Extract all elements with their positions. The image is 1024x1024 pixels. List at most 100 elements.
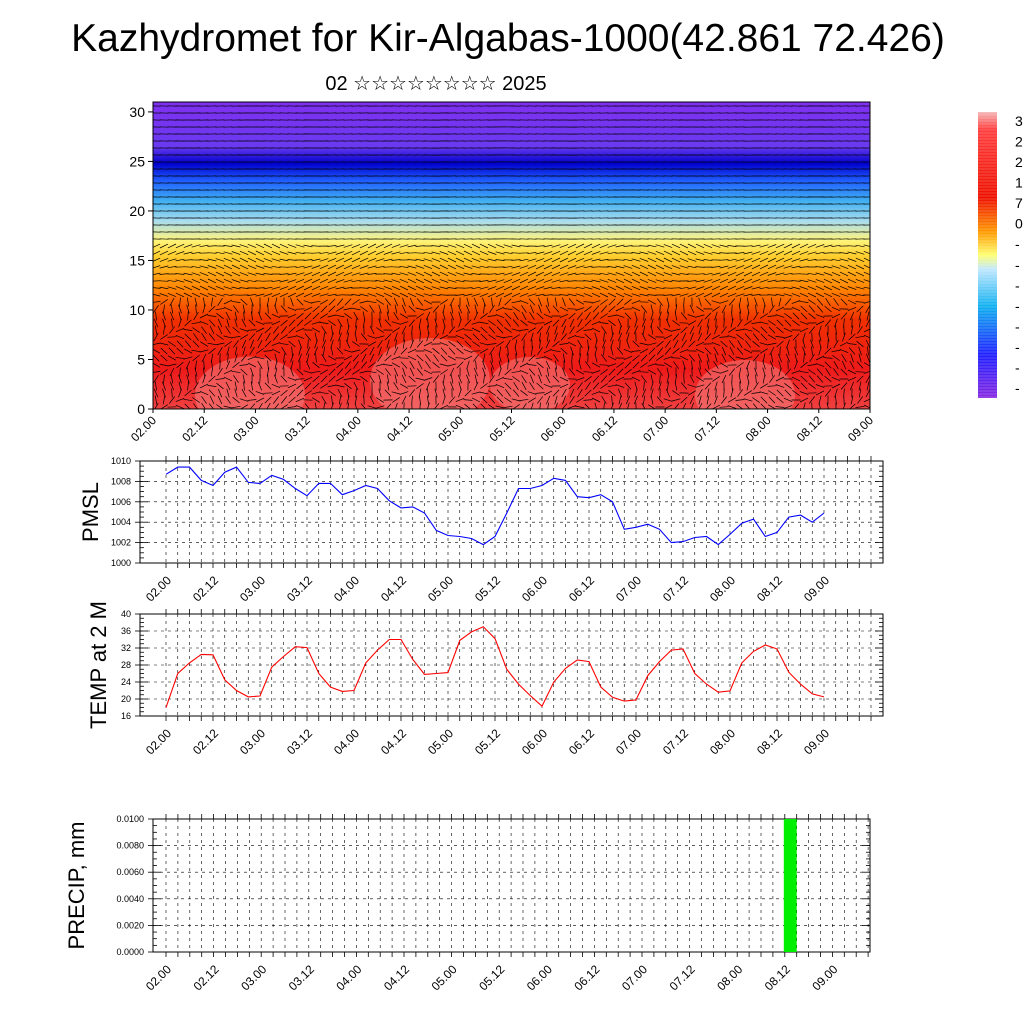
y-axis-title: PMSL	[78, 482, 103, 542]
colorbar-label: 2	[1015, 134, 1023, 150]
x-tick-label: 07.12	[691, 413, 722, 444]
hot-spot	[370, 338, 490, 409]
x-tick-label: 05.12	[476, 962, 507, 993]
x-tick-label: 08.12	[754, 573, 785, 604]
y-tick-label: 24	[121, 677, 131, 687]
panel-minor-ticks	[135, 456, 883, 568]
x-tick-label: 03.12	[284, 726, 315, 757]
x-tick-label: 08.12	[794, 413, 825, 444]
x-tick-label: 08.00	[714, 962, 745, 993]
x-tick-label: 08.12	[754, 726, 785, 757]
x-tick-label: 02.00	[128, 413, 159, 444]
x-tick-label: 03.12	[284, 573, 315, 604]
y-tick-label: 36	[121, 626, 131, 636]
colorbar-label: -	[1015, 380, 1020, 396]
x-tick-label: 09.00	[845, 413, 876, 444]
x-tick-label: 06.12	[571, 962, 602, 993]
y-tick-label: 28	[121, 660, 131, 670]
panel-y-axis: 0.0000 0.0020 0.0040 0.0060 0.0080 0.0100	[116, 814, 144, 957]
colorbar-label: -	[1015, 359, 1020, 375]
y-axis-title: TEMP at 2 M	[86, 601, 111, 729]
x-tick-label: 05.00	[429, 962, 460, 993]
panel-minor-ticks	[135, 609, 883, 721]
x-tick-label: 08.00	[743, 413, 774, 444]
y-tick-label: 20	[121, 694, 131, 704]
x-tick-label: 05.00	[425, 726, 456, 757]
y-tick-label: 1000	[111, 558, 131, 568]
x-tick-label: 04.00	[331, 726, 362, 757]
y-tick-label: 1002	[111, 538, 131, 548]
precip-bar	[783, 819, 797, 952]
colorbar-label: 0	[1015, 216, 1023, 232]
x-tick-label: 06.00	[519, 726, 550, 757]
panel-grid	[140, 614, 883, 716]
y-tick-label: 30	[129, 104, 145, 120]
x-tick-label: 05.12	[472, 573, 503, 604]
x-tick-label: 03.12	[282, 413, 313, 444]
colorbar-label: 1	[1015, 175, 1023, 191]
hot-spot	[195, 356, 305, 409]
y-tick-label: 1008	[111, 476, 131, 486]
x-tick-label: 07.00	[619, 962, 650, 993]
colorbar-label: -	[1015, 298, 1020, 314]
x-tick-label: 07.00	[640, 413, 671, 444]
y-tick-label: 20	[129, 203, 145, 219]
x-tick-label: 03.00	[230, 413, 261, 444]
hot-spot	[695, 360, 795, 409]
colorbar-label: -	[1015, 318, 1020, 334]
colorbar: 3 2 2 1 7 0 - - - - - - - -	[978, 111, 1023, 398]
x-tick-label: 06.00	[524, 962, 555, 993]
panel-y-axis: 16 20 24 28 32 36 40	[121, 609, 131, 721]
y-tick-label: 10	[129, 302, 145, 318]
y-tick-label: 15	[129, 252, 145, 268]
x-tick-label: 04.00	[333, 962, 364, 993]
wind-vector-lines	[153, 105, 870, 409]
wind-temperature-panel: 0 5 10 15 20 25 30 02.00 02.12 03.00 03.12 04.00 04.…	[128, 101, 876, 444]
y-tick-label: 32	[121, 643, 131, 653]
colorbar-label: -	[1015, 339, 1020, 355]
x-tick-label: 03.00	[237, 726, 268, 757]
temperature-field	[153, 102, 870, 409]
x-tick-label: 09.00	[801, 573, 832, 604]
temp-line	[165, 626, 825, 708]
y-tick-label: 0.0100	[116, 814, 144, 824]
x-tick-label: 02.12	[190, 573, 221, 604]
y-tick-label: 0.0020	[116, 920, 144, 930]
x-tick-label: 02.12	[179, 413, 210, 444]
colorbar-bins	[978, 111, 997, 398]
hot-spot	[490, 357, 570, 409]
x-tick-label: 06.12	[566, 573, 597, 604]
y-axis-title: PRECIP, mm	[64, 822, 89, 950]
y-tick-label: 40	[121, 609, 131, 619]
x-tick-label: 07.12	[667, 962, 698, 993]
x-tick-label: 04.00	[333, 413, 364, 444]
x-tick-label: 02.00	[143, 962, 174, 993]
panel-y-axis: 1000 1002 1004 1006 1008 1010	[111, 456, 131, 568]
x-tick-label: 03.00	[237, 573, 268, 604]
x-tick-label: 06.12	[589, 413, 620, 444]
x-tick-label: 06.00	[538, 413, 569, 444]
x-tick-label: 02.00	[143, 573, 174, 604]
panel-x-axis: 02.00 02.12 03.00 03.12 04.00 04.12 05.00 05.12…	[143, 573, 832, 604]
x-tick-label: 07.00	[613, 726, 644, 757]
x-tick-label: 04.12	[381, 962, 412, 993]
y-tick-label: 25	[129, 153, 145, 169]
x-tick-label: 04.12	[378, 726, 409, 757]
y-tick-label: 0.0080	[116, 841, 144, 851]
colorbar-label: -	[1015, 277, 1020, 293]
pmsl-line	[165, 466, 825, 546]
x-tick-label: 06.00	[519, 573, 550, 604]
y-tick-label: 5	[137, 351, 145, 367]
panel-grid	[153, 819, 870, 952]
y-tick-label: 0.0060	[116, 867, 144, 877]
colorbar-label: 7	[1015, 195, 1023, 211]
wind-vectors	[153, 105, 870, 409]
colorbar-ramp	[978, 112, 997, 398]
x-tick-label: 08.12	[762, 962, 793, 993]
x-tick-label: 06.12	[566, 726, 597, 757]
y-tick-label: 0	[137, 401, 145, 417]
y-tick-label: 1006	[111, 497, 131, 507]
x-tick-label: 09.00	[809, 962, 840, 993]
